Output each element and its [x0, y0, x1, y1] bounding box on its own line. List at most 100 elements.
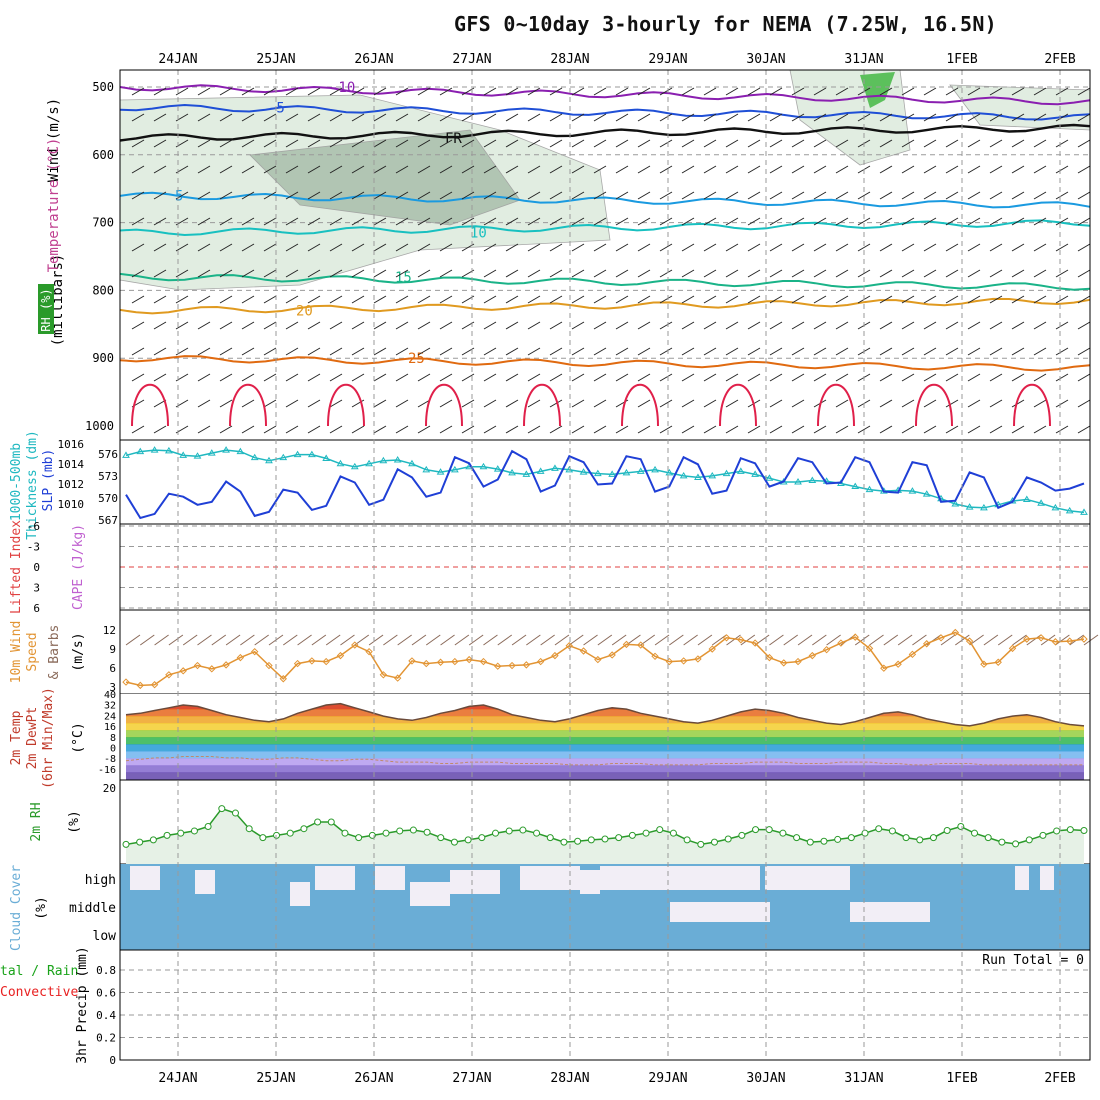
isotherm-cell [327, 383, 365, 427]
wind-barb [725, 295, 739, 304]
wind10-barb [597, 634, 613, 646]
wind-barb [527, 425, 541, 434]
wind-barb [989, 425, 1003, 434]
wind-barb [307, 321, 321, 330]
rh2m-point [888, 827, 896, 835]
wind-barb [307, 165, 321, 174]
wind-barb [329, 87, 343, 96]
temp2m-tick: 32 [104, 701, 116, 712]
wind10-barb [254, 634, 269, 646]
wind-barb [571, 425, 585, 434]
wind-barb [989, 113, 1003, 122]
wind-barb [549, 269, 563, 278]
wind-barb [835, 269, 849, 278]
wind-barb [659, 191, 673, 200]
wind10-barb [383, 634, 398, 646]
wind-barb [417, 139, 431, 148]
wind-barb [461, 191, 475, 200]
wind-barb [967, 113, 981, 122]
wind-barb [747, 373, 761, 382]
wind-barb [175, 295, 189, 304]
wind-barb [417, 321, 431, 330]
wind-barb [395, 165, 409, 174]
rh2m-point [314, 818, 322, 826]
wind-barb [967, 217, 981, 226]
wind10-point [308, 657, 316, 665]
wind10-barb [554, 634, 570, 646]
wind-barb [593, 217, 607, 226]
thickness-point [493, 465, 502, 472]
wind-barb [175, 321, 189, 330]
wind-barb [263, 295, 277, 304]
wind-barb [439, 243, 453, 252]
wind-barb [791, 399, 805, 408]
wind-barb [285, 113, 299, 122]
wind10-point [679, 657, 688, 665]
wind-barb [989, 217, 1003, 226]
wind-barb [967, 425, 981, 434]
wind-barb [1077, 373, 1091, 382]
wind-barb [879, 399, 893, 408]
wind-barb [153, 243, 167, 252]
wind-barb [395, 425, 409, 434]
rh2m-point [875, 825, 883, 833]
wind10-barb [240, 634, 255, 646]
wind-barb [659, 347, 673, 356]
date-label-top: 24JAN [158, 52, 197, 67]
wind-barb [703, 113, 717, 122]
wind-barb [1055, 269, 1069, 278]
wind-barb [395, 373, 409, 382]
cape-panel [119, 523, 1091, 611]
rh2m-point [382, 829, 390, 837]
wind10-point [150, 681, 159, 689]
wind-barb [615, 217, 629, 226]
thickness-point [808, 476, 817, 483]
wind-barb [571, 295, 585, 304]
wind-barb [923, 295, 937, 304]
rh2m-point [806, 838, 814, 846]
wind-barb [637, 347, 651, 356]
rh2m-point [409, 826, 417, 834]
wind10-point [665, 657, 674, 666]
sounding-temp-label: Temperature (°C) [46, 138, 62, 273]
wind10-point [994, 658, 1002, 666]
wind-barb [373, 295, 387, 304]
isotherm [119, 191, 1091, 209]
rh2m-point [533, 829, 541, 837]
wind-barb [153, 295, 167, 304]
thickness-point [980, 503, 988, 511]
wind-barb [329, 425, 343, 434]
thickness-point [1080, 508, 1088, 515]
wind-barb [461, 139, 475, 148]
wind-barb [1011, 139, 1025, 148]
wind-barb [439, 347, 453, 356]
thickness-point [694, 473, 702, 480]
wind-barb [945, 321, 959, 330]
wind10-point [865, 644, 874, 653]
wind-barb [1077, 321, 1091, 330]
wind-barb [417, 269, 431, 278]
wind-barb [285, 87, 299, 96]
wind-barb [571, 373, 585, 382]
wind-barb [527, 321, 541, 330]
temp2m-tick: 16 [104, 722, 116, 733]
wind-barb [307, 87, 321, 96]
wind-barb [505, 425, 519, 434]
wind-barb [505, 243, 519, 252]
wind10-barb [354, 634, 370, 646]
rh2m-point [177, 829, 185, 837]
wind-barb [967, 87, 981, 96]
wind-barb [879, 295, 893, 304]
wind-barb [439, 295, 453, 304]
wind10-point [393, 674, 402, 682]
thickness-point [579, 468, 588, 475]
temp-band [126, 758, 1084, 767]
thickness-point [1065, 506, 1074, 514]
wind-barb [483, 269, 497, 278]
wind-barb [989, 87, 1003, 96]
wind-barb [901, 139, 915, 148]
wind-barb [879, 113, 893, 122]
wind-barb [813, 191, 827, 200]
precip-run-total: Run Total = 0 [982, 953, 1084, 968]
wind-barb [901, 373, 915, 382]
